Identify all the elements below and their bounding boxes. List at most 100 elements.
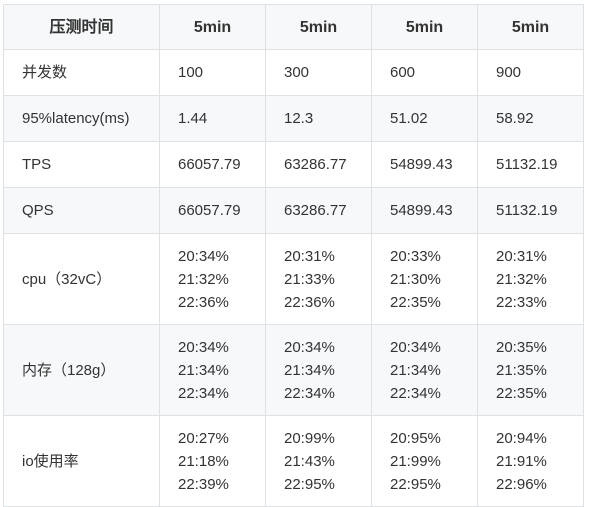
cell-value: 22:35%: [390, 293, 441, 311]
cell-value: 51.02: [390, 110, 428, 127]
cell-value: 22:34%: [284, 384, 335, 402]
cell-value: 54899.43: [390, 156, 453, 173]
header-cell: 5min: [159, 4, 266, 50]
cell-value: 22:39%: [178, 475, 229, 493]
cell-value: 22:95%: [390, 475, 441, 493]
cell-value: 21:30%: [390, 270, 441, 288]
cell-value: 100: [178, 64, 204, 81]
cell-value: 22:36%: [178, 293, 229, 311]
table-cell: 63286.77: [265, 187, 372, 234]
cell-value: 51132.19: [496, 156, 558, 173]
table-cell: 20:27% 21:18% 22:39%: [159, 415, 266, 507]
cell-value: 21:34%: [390, 361, 441, 379]
cell-value: 20:34%: [284, 338, 335, 356]
table-row: TPS 66057.79 63286.77 54899.43 51132.19: [3, 141, 584, 188]
cell-value: 54899.43: [390, 202, 453, 219]
table-cell: 300: [265, 49, 372, 96]
cell-value: 20:95%: [390, 429, 441, 447]
table-row: 并发数 100 300 600 900: [3, 49, 584, 96]
table-cell: 20:34% 21:34% 22:34%: [371, 324, 478, 416]
cell-value: 21:33%: [284, 270, 335, 288]
row-label: 并发数: [3, 49, 160, 96]
cell-value: 20:34%: [390, 338, 441, 356]
row-label: cpu（32vC）: [3, 233, 160, 325]
cell-value: 63286.77: [284, 156, 347, 173]
table-header-row: 压测时间 5min 5min 5min 5min: [3, 4, 584, 50]
table-row: QPS 66057.79 63286.77 54899.43 51132.19: [3, 187, 584, 234]
table-row: io使用率 20:27% 21:18% 22:39% 20:99% 21:43% 22:95…: [3, 415, 584, 507]
table-cell: 20:33% 21:30% 22:35%: [371, 233, 478, 325]
row-label: 内存（128g）: [3, 324, 160, 416]
cell-value: 21:32%: [178, 270, 229, 288]
table-cell: 51.02: [371, 95, 478, 142]
cell-value: 22:35%: [496, 384, 547, 402]
table-cell: 20:34% 21:34% 22:34%: [159, 324, 266, 416]
table-cell: 20:99% 21:43% 22:95%: [265, 415, 372, 507]
cell-value: 20:34%: [178, 338, 229, 356]
cell-value: 51132.19: [496, 202, 558, 219]
cell-value: 20:35%: [496, 338, 547, 356]
table-cell: 100: [159, 49, 266, 96]
cell-value: 20:94%: [496, 429, 547, 447]
cell-value: 22:95%: [284, 475, 335, 493]
table-cell: 20:95% 21:99% 22:95%: [371, 415, 478, 507]
table-cell: 12.3: [265, 95, 372, 142]
cell-value: 22:34%: [178, 384, 229, 402]
cell-value: 20:31%: [284, 247, 335, 265]
row-label: TPS: [3, 141, 160, 188]
cell-value: 22:36%: [284, 293, 335, 311]
cell-value: 21:34%: [178, 361, 229, 379]
table-cell: 20:94% 21:91% 22:96%: [477, 415, 584, 507]
cell-value: 21:34%: [284, 361, 335, 379]
table-cell: 20:34% 21:34% 22:34%: [265, 324, 372, 416]
cell-value: 58.92: [496, 110, 534, 127]
table-cell: 58.92: [477, 95, 584, 142]
header-cell-test-duration: 压测时间: [3, 4, 160, 50]
stress-test-table: 压测时间 5min 5min 5min 5min 并发数 100 300 600 900…: [3, 4, 584, 507]
cell-value: 20:27%: [178, 429, 229, 447]
cell-value: 21:35%: [496, 361, 547, 379]
table-row: 95%latency(ms) 1.44 12.3 51.02 58.92: [3, 95, 584, 142]
table-cell: 54899.43: [371, 141, 478, 188]
cell-value: 900: [496, 64, 522, 81]
table-cell: 20:31% 21:33% 22:36%: [265, 233, 372, 325]
cell-value: 21:18%: [178, 452, 229, 470]
row-label: io使用率: [3, 415, 160, 507]
table-cell: 900: [477, 49, 584, 96]
cell-value: 21:91%: [496, 452, 547, 470]
cell-value: 20:31%: [496, 247, 547, 265]
cell-value: 300: [284, 64, 310, 81]
cell-value: 21:32%: [496, 270, 547, 288]
cell-value: 20:34%: [178, 247, 229, 265]
table-cell: 20:31% 21:32% 22:33%: [477, 233, 584, 325]
table-cell: 54899.43: [371, 187, 478, 234]
table-container: 压测时间 5min 5min 5min 5min 并发数 100 300 600 900…: [3, 4, 584, 507]
cell-value: 21:99%: [390, 452, 441, 470]
cell-value: 21:43%: [284, 452, 335, 470]
cell-value: 20:99%: [284, 429, 335, 447]
cell-value: 22:34%: [390, 384, 441, 402]
cell-value: 12.3: [284, 110, 314, 127]
table-row: 内存（128g） 20:34% 21:34% 22:34% 20:34% 21:34% 22…: [3, 324, 584, 416]
table-cell: 66057.79: [159, 187, 266, 234]
table-cell: 66057.79: [159, 141, 266, 188]
table-cell: 63286.77: [265, 141, 372, 188]
cell-value: 1.44: [178, 110, 208, 127]
table-cell: 600: [371, 49, 478, 96]
header-cell: 5min: [371, 4, 478, 50]
row-label: QPS: [3, 187, 160, 234]
cell-value: 22:33%: [496, 293, 547, 311]
cell-value: 66057.79: [178, 156, 241, 173]
cell-value: 600: [390, 64, 416, 81]
table-cell: 1.44: [159, 95, 266, 142]
cell-value: 20:33%: [390, 247, 441, 265]
cell-value: 66057.79: [178, 202, 241, 219]
table-cell: 20:34% 21:32% 22:36%: [159, 233, 266, 325]
table-cell: 20:35% 21:35% 22:35%: [477, 324, 584, 416]
cell-value: 63286.77: [284, 202, 347, 219]
table-cell: 51132.19: [477, 187, 584, 234]
table-cell: 51132.19: [477, 141, 584, 188]
header-cell: 5min: [477, 4, 584, 50]
table-row: cpu（32vC） 20:34% 21:32% 22:36% 20:31% 21:33% 2…: [3, 233, 584, 325]
row-label: 95%latency(ms): [3, 95, 160, 142]
